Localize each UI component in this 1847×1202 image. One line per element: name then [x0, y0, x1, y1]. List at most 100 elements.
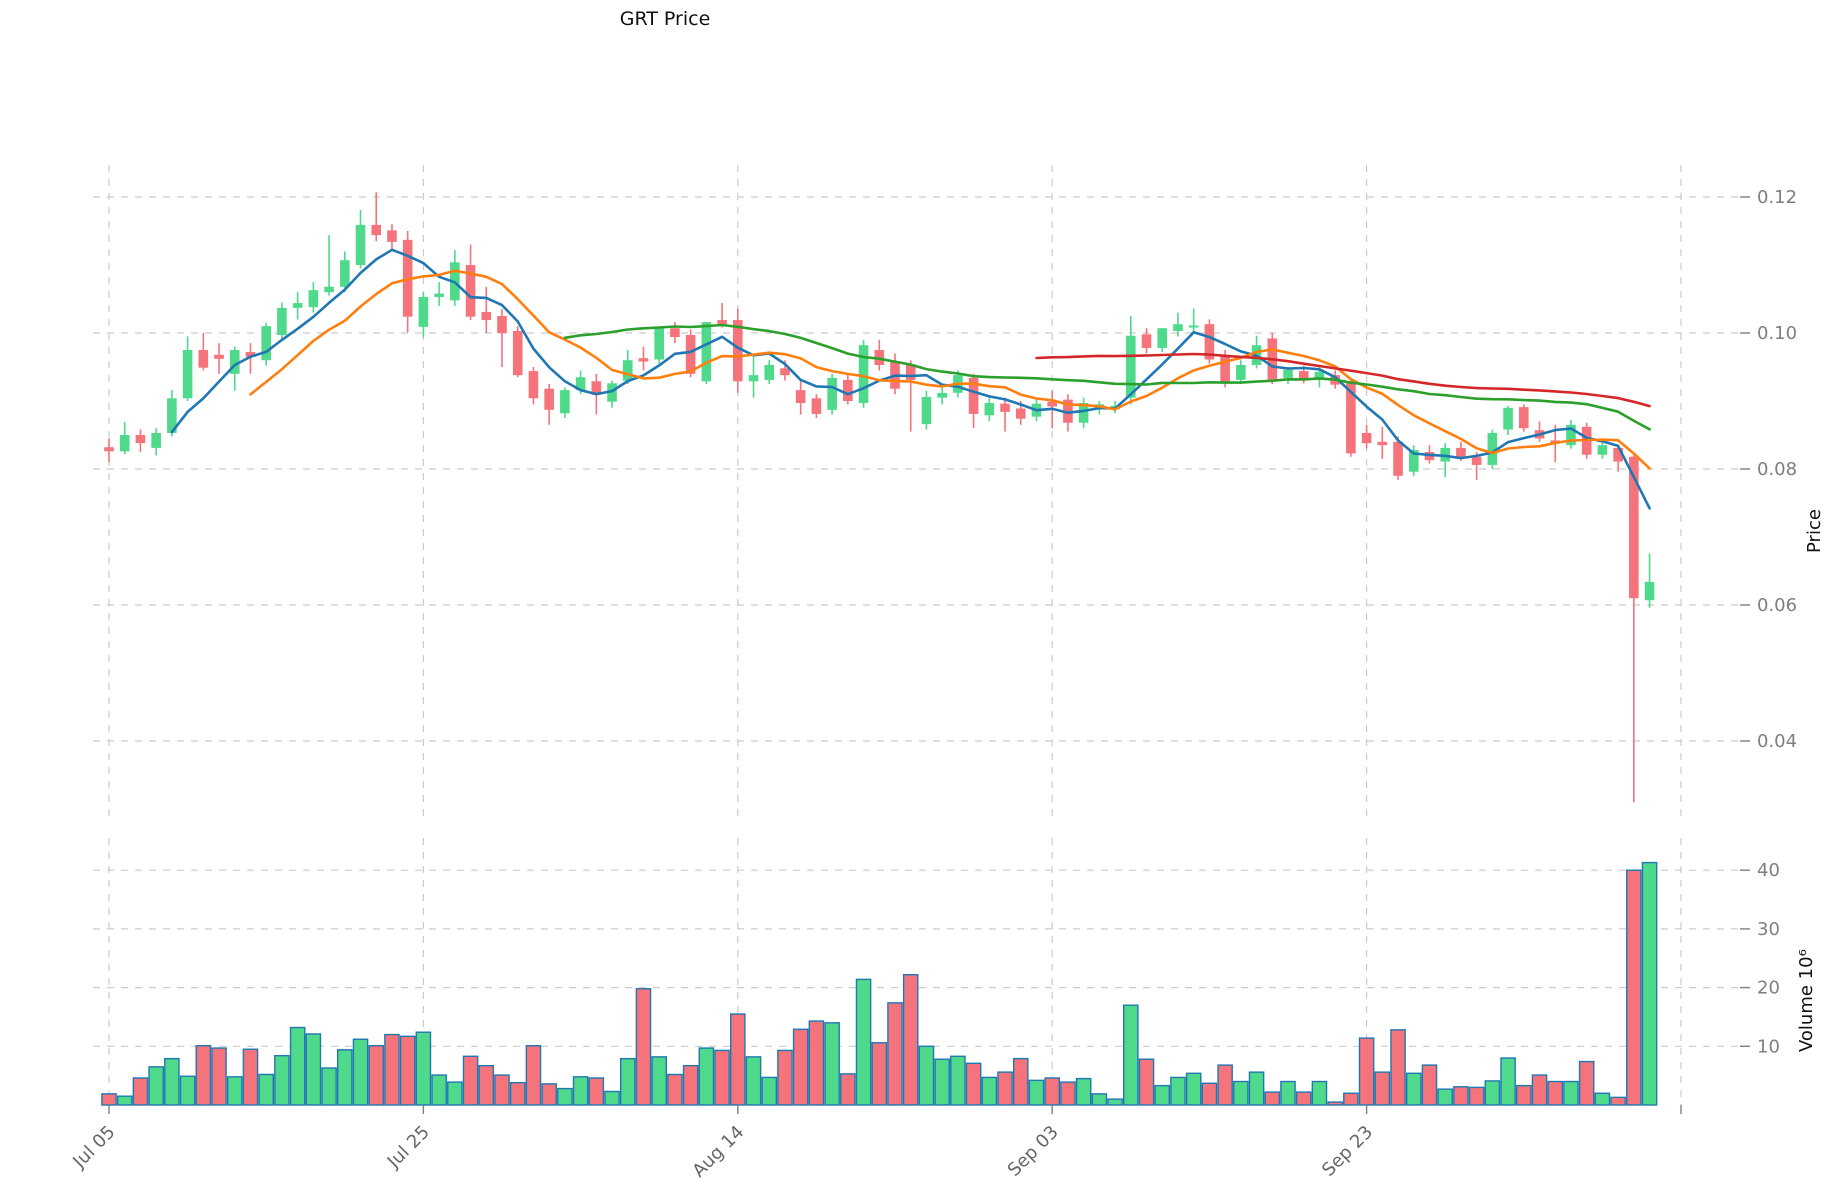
volume-bar	[1075, 1077, 1092, 1106]
candle-body	[937, 392, 947, 398]
volume-bar	[321, 1067, 337, 1106]
candle	[104, 438, 114, 463]
volume-bar	[1122, 1004, 1139, 1106]
volume-bar	[1012, 1057, 1029, 1106]
candle	[968, 373, 979, 429]
candle-body	[245, 352, 256, 357]
candle	[1644, 553, 1655, 608]
volume-bar	[934, 1058, 950, 1106]
candle-body	[1377, 441, 1388, 446]
candle	[1141, 328, 1152, 354]
candle	[308, 282, 319, 313]
volume-bar	[1626, 869, 1642, 1106]
volume-bar	[667, 1073, 683, 1106]
candle-body	[748, 375, 759, 382]
candle-body	[198, 350, 209, 368]
candle-body	[1408, 449, 1419, 472]
candle	[748, 356, 759, 398]
volume-bar	[1578, 1060, 1595, 1106]
candle	[1283, 367, 1293, 384]
candle	[890, 353, 900, 395]
candle	[1000, 397, 1010, 432]
volume-bar	[840, 1073, 856, 1106]
volume-bar	[494, 1074, 510, 1106]
candle	[937, 387, 947, 405]
candle	[182, 336, 193, 401]
volume-bar	[447, 1081, 463, 1106]
volume-bar	[1060, 1081, 1076, 1106]
candle	[512, 326, 523, 378]
candle-body	[371, 224, 382, 236]
volume-bar	[871, 1042, 888, 1106]
ma-line-10	[249, 269, 1651, 470]
candle	[654, 326, 664, 364]
volume-bar	[274, 1054, 290, 1106]
volume-bar	[745, 1056, 762, 1106]
volume-bar	[384, 1033, 400, 1106]
candle-body	[340, 260, 350, 287]
candle-body	[1487, 432, 1498, 465]
volume-bar	[635, 988, 652, 1106]
candle	[340, 251, 350, 293]
volume-bar	[509, 1081, 526, 1106]
candle-body	[858, 345, 869, 404]
candle	[1597, 441, 1608, 459]
volume-bar	[1374, 1071, 1391, 1106]
candle	[418, 292, 429, 338]
volume-bar	[258, 1073, 275, 1106]
volume-bar	[619, 1057, 636, 1106]
candle-body	[229, 350, 240, 374]
candle-body	[182, 350, 193, 399]
volume-bar	[761, 1076, 778, 1106]
candles	[104, 192, 1655, 803]
volume-bar	[1594, 1092, 1611, 1106]
candle-body	[1393, 441, 1403, 476]
date-tick-label: Sep 03	[1004, 1122, 1063, 1181]
volume-axis-label: Volume 10⁶	[1796, 949, 1817, 1052]
candle-body	[685, 335, 696, 374]
gridlines	[93, 165, 1740, 1105]
candle-body	[465, 265, 476, 317]
candle	[135, 429, 146, 452]
volume-bar	[792, 1028, 809, 1106]
volume-bar	[1484, 1080, 1501, 1106]
candle	[795, 380, 806, 415]
price-tick-label: 0.08	[1757, 459, 1797, 480]
candle	[1408, 445, 1419, 476]
candle	[1078, 397, 1089, 429]
candle	[1204, 319, 1215, 364]
candle-body	[638, 358, 649, 362]
candle	[465, 244, 476, 321]
volume-bar	[1563, 1080, 1579, 1106]
candle	[387, 224, 397, 252]
volume-bar	[478, 1064, 495, 1106]
candle	[355, 209, 366, 269]
candle	[1440, 443, 1450, 478]
volume-bar	[557, 1087, 573, 1106]
volume-bar	[179, 1075, 196, 1106]
candle	[733, 308, 743, 393]
candle	[214, 343, 224, 374]
candle	[1566, 420, 1576, 449]
candle	[292, 292, 303, 320]
volume-bar	[415, 1031, 432, 1106]
volume-bar	[525, 1045, 542, 1106]
candle	[402, 231, 413, 333]
volume-bar	[855, 978, 872, 1106]
volume-bar	[698, 1047, 715, 1106]
candle	[701, 322, 712, 384]
volume-bar	[399, 1035, 416, 1106]
volume-bar	[352, 1038, 369, 1106]
price-axis-label: Price	[1804, 509, 1825, 553]
volume-bar	[572, 1076, 589, 1106]
volume-bar	[902, 973, 919, 1106]
volume-bar	[1343, 1092, 1359, 1106]
candle-body	[1141, 334, 1152, 348]
volume-bar	[1437, 1088, 1453, 1106]
candle	[261, 322, 271, 366]
candle	[229, 346, 240, 391]
candle-body	[418, 296, 429, 327]
volume-bar	[777, 1049, 793, 1106]
volume-bar	[368, 1045, 385, 1106]
candle-body	[1644, 581, 1655, 601]
